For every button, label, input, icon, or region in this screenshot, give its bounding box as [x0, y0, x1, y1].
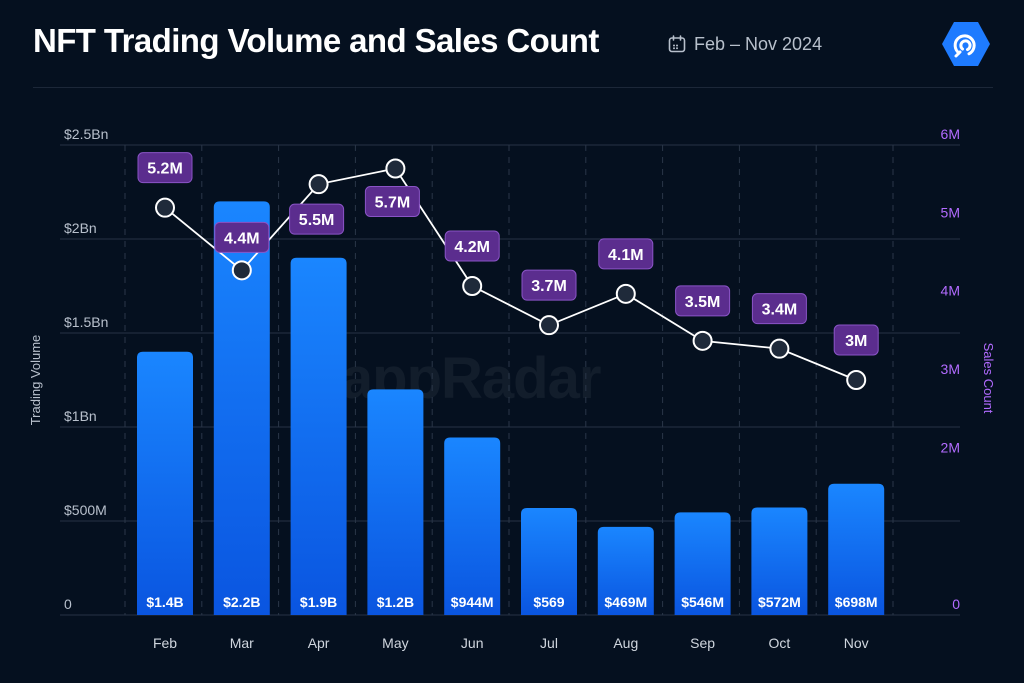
sales-label: 4.4M — [224, 230, 260, 247]
sales-point-feb — [155, 197, 175, 218]
bar-mar — [213, 201, 270, 615]
y-tick-label: $1.5Bn — [64, 314, 108, 330]
bar-apr — [290, 257, 347, 615]
y2-tick-label: 2M — [941, 439, 960, 455]
sales-label: 3.5M — [685, 294, 721, 311]
x-tick-label: Nov — [844, 635, 869, 651]
x-tick-label: Sep — [690, 635, 715, 651]
bar-aug — [597, 526, 654, 615]
sales-point-apr — [308, 174, 329, 195]
y2-axis-title: Sales Count — [981, 343, 996, 414]
y2-tick-label: 0 — [952, 596, 960, 612]
sales-point-mar — [231, 260, 252, 281]
x-tick-label: Mar — [230, 635, 254, 651]
sales-label-box — [214, 221, 270, 253]
sales-label: 3.7M — [531, 278, 567, 295]
sales-line: 5.2M 4.4M 5.5M 5.7M 4.2M 3.7M 4.1M 3.5M 3.4M 3M — [137, 152, 879, 390]
chart-header: NFT Trading Volume and Sales Count Feb –… — [0, 0, 1024, 88]
x-tick-label: May — [382, 635, 408, 651]
header-divider — [33, 87, 993, 88]
y2-tick-label: 6M — [941, 126, 960, 142]
x-tick-label: Jun — [461, 635, 484, 651]
y-tick-label: $2.5Bn — [64, 126, 108, 142]
sales-label-box — [444, 230, 500, 262]
x-tick-label: Feb — [153, 635, 177, 651]
sales-label-box — [289, 203, 345, 235]
sales-point-sep — [692, 330, 713, 351]
sales-label: 5.2M — [147, 161, 183, 178]
x-tick-label: Apr — [308, 635, 330, 651]
sales-label-box — [675, 285, 731, 317]
y2-tick-label: 4M — [941, 283, 960, 299]
bar-value-label: $469M — [604, 594, 647, 610]
y-tick-label: 0 — [64, 596, 72, 612]
sales-point-oct — [769, 338, 790, 359]
y2-tick-label: 5M — [941, 204, 960, 220]
sales-label-box — [833, 324, 879, 356]
bar-sep — [674, 512, 731, 615]
x-tick-label: Jul — [540, 635, 558, 651]
bar-jun — [444, 437, 501, 615]
bar-may — [367, 389, 424, 615]
x-tick-label: Aug — [613, 635, 638, 651]
sales-label-box — [364, 186, 420, 217]
sales-label: 4.2M — [454, 239, 490, 256]
x-tick-label: Oct — [769, 635, 791, 651]
sales-point-may — [385, 158, 406, 179]
sales-label-box — [598, 238, 654, 270]
bar-jul — [521, 508, 577, 615]
sales-label: 3.4M — [762, 302, 798, 319]
calendar-icon — [668, 35, 686, 53]
date-range-text: Feb – Nov 2024 — [694, 33, 823, 54]
bar-value-label: $569 — [533, 594, 564, 610]
sales-label: 5.5M — [299, 212, 335, 229]
bar-value-label: $1.4B — [146, 594, 183, 610]
sales-line-path — [164, 167, 857, 381]
bar-value-label: $2.2B — [223, 594, 260, 610]
bar-nov — [828, 483, 885, 615]
sales-point-aug — [615, 283, 636, 304]
bar-value-label: $944M — [451, 594, 494, 610]
sales-label: 5.7M — [375, 195, 411, 212]
y-tick-label: $1Bn — [64, 408, 97, 424]
sales-label-box — [137, 152, 193, 184]
axes: 0 $500M $1Bn $1.5Bn $2Bn $2.5Bn 0 2M 3M 4M 5M 6M Tra… — [28, 126, 996, 651]
bar-value-label: $1.9B — [300, 594, 337, 610]
bar-value-label: $546M — [681, 594, 724, 610]
sales-label: 4.1M — [608, 247, 644, 264]
y-tick-label: $2Bn — [64, 220, 97, 236]
y2-tick-label: 3M — [941, 361, 960, 377]
bar-oct — [751, 507, 808, 615]
sales-label-box — [521, 269, 577, 301]
sales-point-jul — [539, 315, 559, 336]
sales-point-nov — [846, 370, 867, 390]
bar-value-label: $1.2B — [377, 594, 414, 610]
y-tick-label: $500M — [64, 502, 107, 518]
chart-title: NFT Trading Volume and Sales Count — [33, 22, 599, 59]
bar-value-label: $572M — [758, 594, 801, 610]
date-range: Feb – Nov 2024 — [668, 33, 822, 55]
bar-feb — [137, 351, 193, 615]
sales-point-jun — [462, 276, 483, 296]
grid — [60, 144, 960, 616]
sales-label: 3M — [845, 333, 867, 350]
dappradar-logo-icon — [942, 22, 990, 66]
bar-value-label: $698M — [835, 594, 878, 610]
bars: $1.4B $2.2B $1.9B $1.2B $944M $569 $469M $546M $… — [137, 201, 885, 615]
sales-label-box — [751, 293, 807, 325]
y-axis-title: Trading Volume — [28, 335, 43, 426]
